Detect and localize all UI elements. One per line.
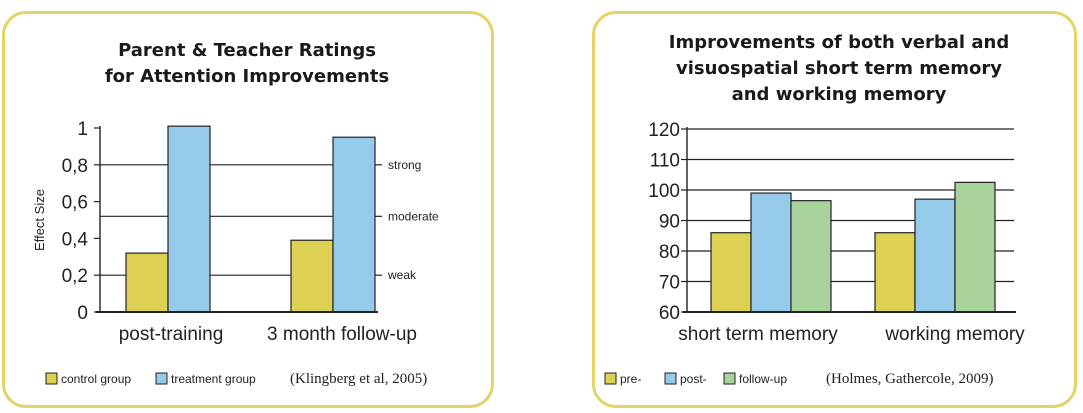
bar-treatmentgroup [332, 136, 376, 313]
threshold-label-moderate: moderate [388, 209, 439, 223]
chart-title-line: Improvements of both verbal and [669, 32, 1009, 53]
y-tick-label: 1 [77, 119, 88, 140]
bar-pre [874, 232, 916, 313]
source-citation: (Klingberg et al, 2005) [290, 371, 427, 387]
legend-label: post- [680, 372, 707, 386]
chart-title-line: for Attention Improvements [105, 66, 389, 87]
bar-followup [954, 181, 996, 313]
legend-label: follow-up [739, 372, 787, 386]
y-tick-label: 0 [77, 303, 88, 324]
chart-title-line: Parent & Teacher Ratings [118, 40, 376, 61]
y-tick-label: 0,2 [62, 266, 88, 287]
bar-controlgroup [290, 239, 334, 313]
legend-swatch [155, 372, 168, 385]
bar-controlgroup [125, 252, 169, 313]
legend-swatch [604, 372, 617, 385]
chart-panel-attention [2, 11, 494, 408]
x-category-label: working memory [884, 324, 1025, 345]
source-citation: (Holmes, Gathercole, 2009) [826, 371, 993, 387]
legend-label: treatment group [171, 372, 256, 386]
legend-swatch [664, 372, 677, 385]
y-axis-label: Effect Size [32, 189, 47, 251]
legend-label: control group [61, 372, 131, 386]
threshold-label-strong: strong [388, 158, 421, 172]
y-tick-label: 60 [659, 303, 680, 324]
bar-post [914, 198, 956, 313]
x-category-label: 3 month follow-up [267, 324, 417, 345]
y-tick-label: 0,4 [62, 229, 89, 250]
bar-treatmentgroup [167, 125, 211, 313]
legend-label: pre- [620, 372, 641, 386]
bar-followup [790, 200, 832, 313]
y-tick-label: 120 [648, 120, 680, 141]
y-tick-label: 100 [648, 181, 680, 202]
chart-title-line: and working memory [732, 84, 947, 105]
legend-swatch [45, 372, 58, 385]
legend-swatch [723, 372, 736, 385]
chart-title-line: visuospatial short term memory [676, 58, 1002, 79]
bar-pre [710, 232, 752, 313]
x-category-label: post-training [119, 324, 224, 345]
chart-panel-memory [592, 11, 1077, 408]
y-tick-label: 90 [659, 212, 680, 233]
bar-post [750, 192, 792, 313]
y-tick-label: 70 [659, 273, 680, 294]
y-tick-label: 80 [659, 242, 680, 263]
x-category-label: short term memory [678, 324, 838, 345]
y-tick-label: 0,8 [62, 156, 88, 177]
threshold-label-weak: weak [387, 268, 417, 282]
y-tick-label: 0,6 [62, 193, 88, 214]
y-tick-label: 110 [650, 151, 680, 172]
